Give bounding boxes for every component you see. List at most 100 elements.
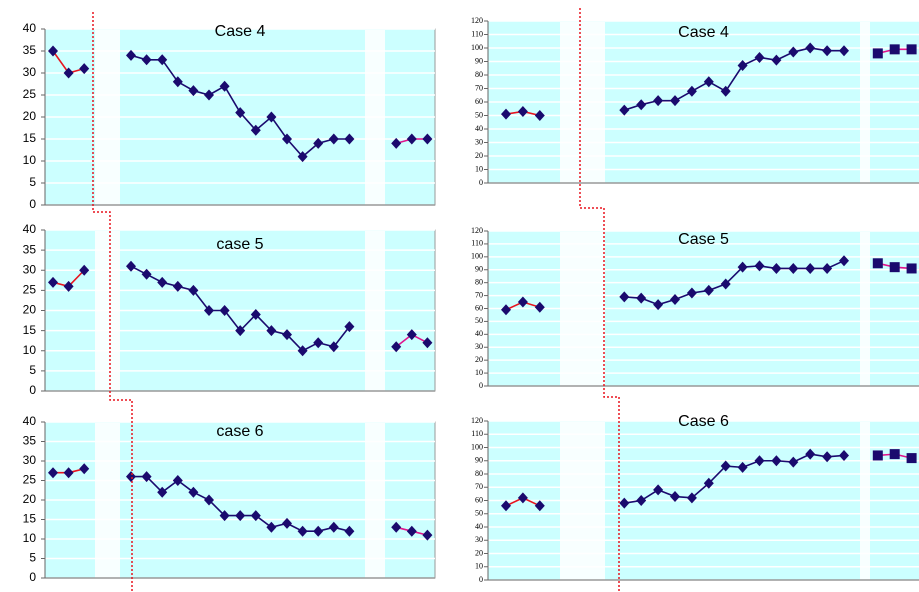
- data-point: [406, 329, 417, 341]
- data-point: [141, 54, 152, 66]
- y-tick-label: 80: [475, 469, 483, 478]
- data-point: [79, 63, 90, 75]
- gap-strip: [860, 22, 870, 183]
- data-point: [839, 255, 849, 267]
- y-tick-label: 120: [471, 16, 483, 25]
- y-tick-label: 110: [471, 239, 483, 248]
- data-point: [297, 345, 308, 357]
- data-point: [534, 500, 545, 512]
- data-point: [686, 287, 697, 299]
- data-point: [771, 455, 782, 467]
- data-point: [839, 45, 849, 57]
- data-point: [906, 263, 917, 274]
- data-point: [328, 133, 339, 145]
- y-tick-label: 25: [23, 283, 37, 297]
- data-point: [204, 305, 214, 316]
- data-point: [906, 453, 917, 464]
- data-point: [686, 492, 697, 504]
- y-tick-label: 10: [475, 562, 483, 571]
- data-point: [501, 108, 511, 120]
- chart-panel: 0 10 20 30 40 50 60 70 80 90 100 110 120 Case 5: [471, 226, 919, 390]
- gap-strip: [365, 30, 385, 205]
- y-tick-label: 35: [23, 43, 37, 57]
- y-tick-label: 15: [23, 323, 37, 337]
- data-point: [653, 95, 664, 107]
- data-point: [63, 280, 74, 292]
- data-point: [636, 99, 647, 111]
- data-point: [422, 337, 433, 349]
- y-tick-label: 10: [475, 368, 483, 377]
- y-tick-label: 110: [471, 29, 483, 38]
- data-point: [737, 461, 748, 473]
- data-point: [737, 261, 748, 273]
- gap-strip: [365, 423, 385, 578]
- chart-title: case 6: [216, 423, 263, 440]
- data-point: [406, 133, 417, 145]
- data-point: [266, 521, 277, 533]
- data-point: [686, 85, 697, 97]
- y-tick-label: 20: [475, 151, 483, 160]
- y-tick-label: 30: [475, 535, 483, 544]
- y-tick-label: 70: [475, 290, 483, 299]
- data-point: [872, 258, 883, 269]
- y-tick-label: 40: [475, 329, 483, 338]
- data-point: [344, 133, 355, 145]
- y-tick-label: 20: [475, 548, 483, 557]
- y-tick-label: 20: [23, 303, 37, 317]
- data-point: [670, 491, 680, 503]
- y-tick-label: 20: [475, 355, 483, 364]
- y-tick-label: 0: [29, 197, 36, 211]
- y-tick-label: 0: [29, 383, 36, 397]
- data-point: [250, 124, 261, 136]
- data-point: [872, 450, 883, 461]
- data-point: [619, 497, 630, 509]
- data-point: [534, 301, 545, 313]
- data-point: [771, 262, 782, 274]
- y-tick-label: 40: [23, 414, 37, 428]
- y-tick-label: 80: [475, 70, 483, 79]
- y-tick-label: 10: [23, 153, 37, 167]
- y-tick-label: 40: [23, 21, 37, 35]
- y-tick-label: 40: [23, 222, 37, 236]
- y-tick-label: 40: [475, 522, 483, 531]
- y-tick-label: 20: [23, 492, 37, 506]
- data-point: [391, 341, 402, 353]
- data-point: [48, 45, 58, 57]
- y-tick-label: 0: [29, 570, 36, 584]
- data-point: [204, 89, 214, 101]
- chart-title: case 5: [216, 236, 263, 253]
- y-tick-label: 25: [23, 473, 37, 487]
- chart-title: Case 4: [215, 23, 266, 40]
- y-tick-label: 30: [475, 342, 483, 351]
- data-point: [501, 304, 511, 316]
- data-point: [172, 76, 183, 88]
- y-tick-label: 50: [475, 509, 483, 518]
- y-tick-label: 70: [475, 482, 483, 491]
- y-tick-label: 110: [471, 429, 483, 438]
- gap-strip: [95, 231, 120, 391]
- y-tick-label: 30: [475, 137, 483, 146]
- gap-strip: [860, 232, 870, 386]
- data-point: [157, 276, 168, 288]
- data-point: [235, 325, 246, 337]
- y-tick-label: 60: [475, 97, 483, 106]
- gap-strip: [365, 231, 385, 391]
- y-tick-label: 100: [471, 43, 483, 52]
- y-tick-label: 0: [479, 178, 483, 187]
- data-point: [653, 299, 664, 311]
- y-tick-label: 5: [29, 175, 36, 189]
- data-point: [282, 517, 292, 529]
- data-point: [805, 262, 816, 274]
- data-point: [406, 525, 417, 537]
- data-point: [188, 85, 199, 97]
- data-point: [235, 510, 246, 522]
- data-point: [805, 448, 816, 460]
- data-point: [219, 305, 230, 316]
- y-tick-label: 90: [475, 56, 483, 65]
- data-point: [172, 475, 183, 486]
- data-point: [282, 133, 292, 145]
- data-point: [79, 463, 90, 475]
- chart-panel: 0 5 10 15 20 25 30 35 40 Case 4: [23, 21, 436, 211]
- y-tick-label: 30: [23, 65, 37, 79]
- data-point: [48, 276, 58, 288]
